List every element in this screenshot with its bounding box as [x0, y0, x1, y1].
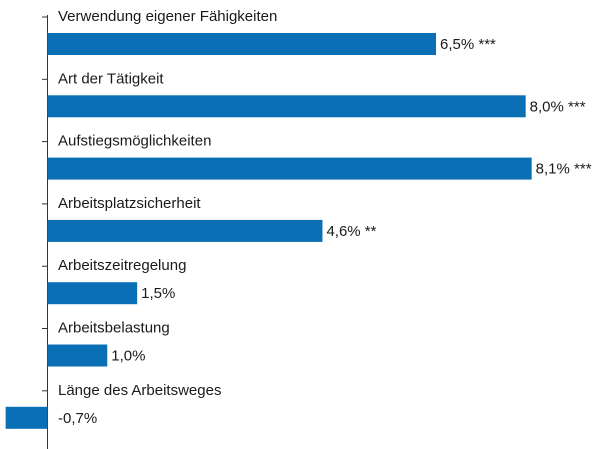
category-label: Länge des Arbeitsweges [58, 382, 221, 399]
bar [47, 282, 138, 305]
category-label: Art der Tätigkeit [58, 70, 164, 87]
category-label: Arbeitsplatzsicherheit [58, 195, 201, 212]
category-label: Arbeitszeitregelung [58, 257, 186, 274]
bar [47, 33, 437, 55]
bar [47, 344, 108, 367]
value-label: 1,5% [141, 285, 175, 302]
bar [47, 219, 323, 242]
value-label: 8,0% *** [530, 98, 586, 115]
bar [47, 157, 532, 180]
value-label: -0,7% [58, 410, 97, 427]
category-label: Aufstiegsmöglichkeiten [58, 133, 211, 150]
bar [5, 406, 48, 429]
value-label: 1,0% [111, 347, 145, 364]
value-label: 8,1% *** [536, 161, 592, 178]
value-label: 6,5% *** [440, 36, 496, 53]
category-label: Arbeitsbelastung [58, 319, 170, 336]
category-label: Verwendung eigener Fähigkeiten [58, 8, 277, 25]
value-label: 4,6% ** [326, 223, 376, 240]
bar [47, 95, 526, 118]
